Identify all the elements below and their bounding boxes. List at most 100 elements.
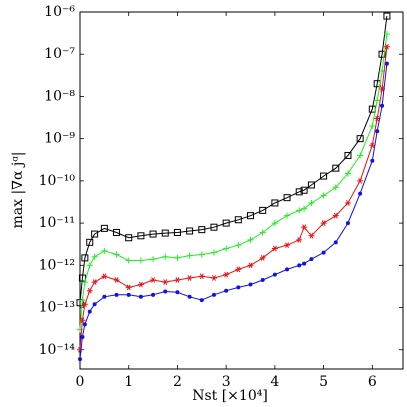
marker — [235, 266, 242, 273]
marker — [114, 292, 119, 297]
y-tick-label: 10⁻⁹ — [44, 131, 75, 147]
marker — [321, 250, 326, 255]
marker — [210, 223, 218, 231]
marker — [91, 253, 98, 260]
marker — [358, 191, 363, 196]
marker — [285, 267, 290, 272]
marker — [138, 294, 143, 299]
x-tick-label: 1 — [124, 374, 133, 390]
marker — [86, 262, 93, 269]
marker — [137, 281, 144, 288]
marker — [86, 287, 93, 294]
marker — [137, 232, 145, 240]
marker — [199, 298, 204, 303]
marker — [149, 230, 157, 238]
marker — [79, 317, 86, 324]
marker — [163, 289, 168, 294]
plot-frame — [79, 11, 404, 370]
marker — [344, 151, 352, 159]
marker — [370, 158, 375, 163]
marker — [320, 192, 327, 199]
marker — [235, 242, 242, 249]
marker — [91, 230, 99, 238]
marker — [100, 224, 108, 232]
marker — [137, 257, 144, 264]
marker — [369, 122, 376, 129]
marker — [113, 277, 120, 283]
y-tick-label: 10⁻¹⁴ — [39, 342, 76, 358]
marker — [247, 262, 254, 269]
series — [77, 43, 390, 353]
marker — [210, 249, 217, 256]
marker — [125, 284, 132, 291]
marker — [296, 237, 303, 243]
marker — [272, 272, 277, 277]
marker — [271, 220, 278, 227]
marker — [284, 242, 291, 249]
marker — [308, 232, 315, 239]
marker — [300, 186, 308, 194]
marker — [259, 255, 266, 261]
marker — [309, 257, 314, 262]
x-tick-label: 3 — [222, 374, 231, 390]
marker — [113, 228, 121, 236]
marker — [222, 219, 230, 227]
marker — [162, 279, 169, 285]
y-axis-label: max |∇α jᵅ| — [10, 151, 26, 228]
marker — [296, 207, 303, 214]
series-line — [79, 63, 388, 360]
marker — [162, 253, 169, 260]
marker — [126, 292, 131, 297]
marker — [247, 236, 254, 243]
marker — [175, 290, 180, 295]
marker — [332, 164, 340, 172]
marker — [271, 199, 279, 207]
y-tick-label: 10⁻⁷ — [44, 46, 75, 62]
marker — [186, 227, 194, 235]
marker — [369, 142, 376, 149]
x-tick-label: 2 — [173, 374, 182, 390]
marker — [174, 277, 181, 283]
marker — [383, 12, 391, 20]
marker — [82, 322, 87, 327]
marker — [78, 357, 82, 362]
marker — [198, 226, 206, 234]
series — [78, 61, 389, 362]
marker — [375, 129, 380, 134]
marker — [295, 188, 303, 196]
marker — [81, 301, 88, 308]
marker — [81, 254, 89, 262]
marker — [301, 224, 308, 231]
x-tick-label: 0 — [76, 374, 85, 390]
marker — [380, 103, 385, 108]
marker — [234, 216, 242, 224]
marker — [186, 275, 193, 281]
marker — [301, 205, 308, 212]
marker — [332, 212, 339, 219]
x-tick-label: 5 — [319, 374, 328, 390]
x-tick-label: 4 — [270, 374, 279, 390]
marker — [284, 212, 291, 219]
marker — [374, 97, 381, 104]
marker — [210, 275, 217, 281]
marker — [198, 251, 205, 258]
marker — [357, 178, 364, 184]
marker — [236, 285, 241, 290]
marker — [332, 184, 339, 191]
marker — [333, 240, 338, 245]
marker — [302, 261, 307, 266]
marker — [173, 228, 181, 236]
marker — [259, 229, 266, 236]
marker — [271, 245, 278, 252]
marker — [91, 279, 98, 285]
marker — [260, 277, 265, 282]
marker — [151, 292, 156, 297]
series-line — [79, 46, 388, 350]
marker — [344, 170, 351, 177]
marker — [198, 273, 205, 280]
y-tick-label: 10⁻⁸ — [44, 88, 75, 104]
marker — [356, 135, 364, 143]
marker — [320, 172, 328, 180]
